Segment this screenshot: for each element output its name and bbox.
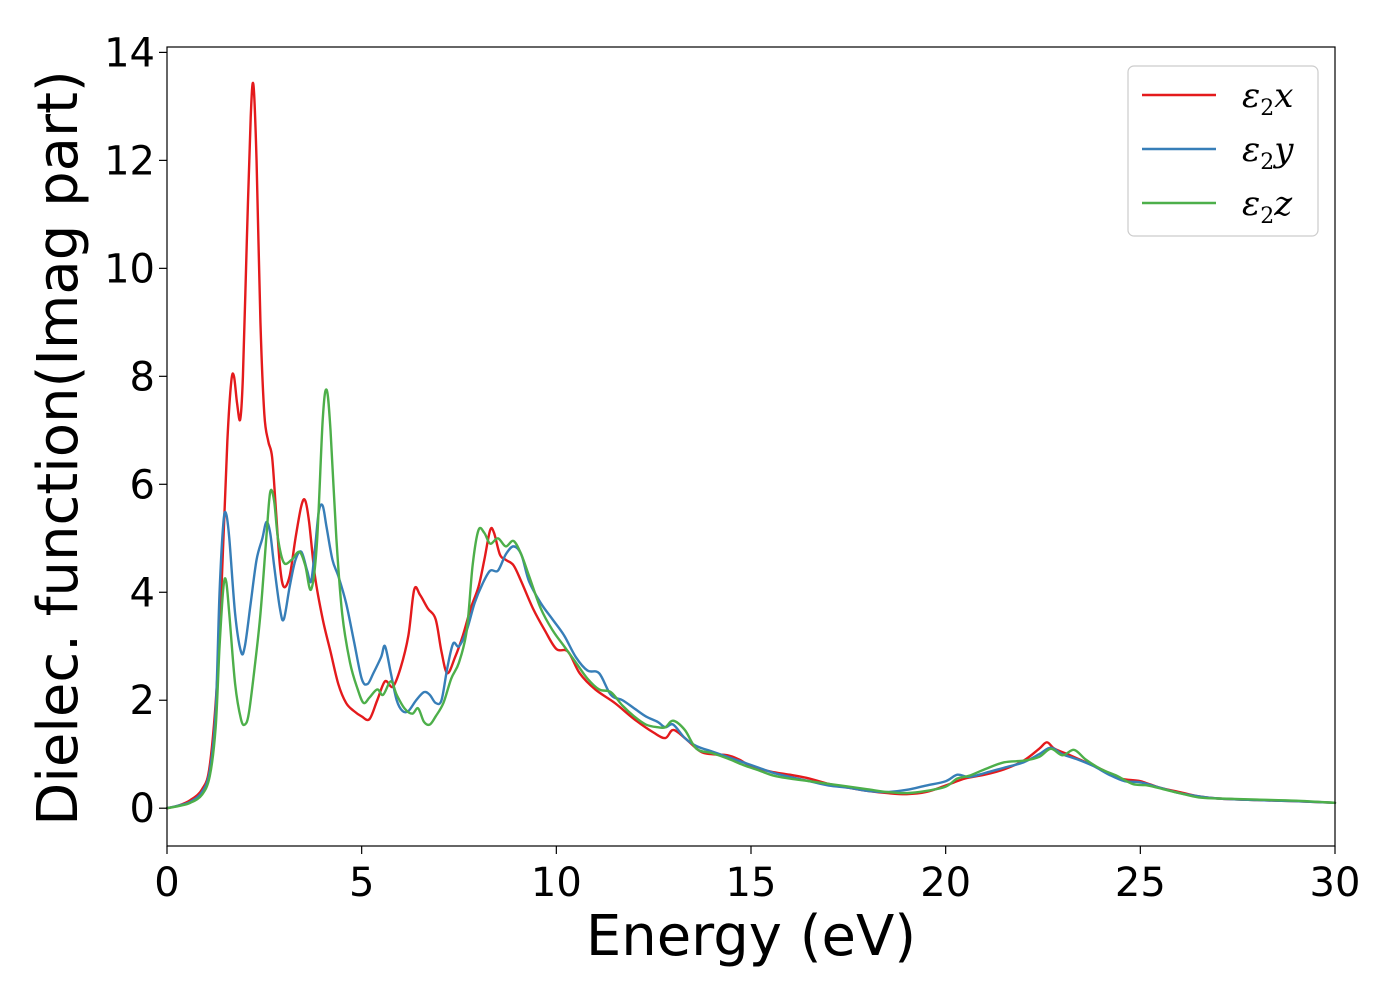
y-tick-label: 14 bbox=[104, 30, 155, 76]
legend-label-x: ε2x bbox=[1242, 76, 1293, 121]
x-tick-label: 5 bbox=[349, 860, 374, 906]
x-tick-label: 25 bbox=[1115, 860, 1166, 906]
y-tick-label: 6 bbox=[130, 462, 155, 508]
x-tick-label: 20 bbox=[920, 860, 971, 906]
y-tick-label: 10 bbox=[104, 246, 155, 292]
legend-label-z: ε2z bbox=[1242, 184, 1293, 229]
y-tick-label: 12 bbox=[104, 138, 155, 184]
x-tick-label: 30 bbox=[1310, 860, 1361, 906]
y-tick-label: 0 bbox=[130, 786, 155, 832]
y-axis-title: Dielec. function(Imag part) bbox=[26, 70, 91, 826]
x-axis: 0 5 10 15 20 25 30 bbox=[154, 846, 1360, 906]
x-axis-title: Energy (eV) bbox=[586, 904, 916, 969]
legend-box bbox=[1127, 65, 1319, 237]
series-layer bbox=[165, 81, 1337, 810]
series-line-z bbox=[165, 388, 1337, 810]
y-tick-label: 8 bbox=[130, 354, 155, 400]
y-axis: 0 2 4 6 8 10 12 14 bbox=[104, 30, 167, 832]
legend: ε2x ε2y ε2z bbox=[1127, 65, 1319, 237]
x-tick-label: 10 bbox=[531, 860, 582, 906]
y-tick-label: 2 bbox=[130, 678, 155, 724]
x-tick-label: 0 bbox=[154, 860, 179, 906]
y-tick-label: 4 bbox=[130, 570, 155, 616]
legend-label-y: ε2y bbox=[1242, 130, 1294, 175]
x-tick-label: 15 bbox=[726, 860, 777, 906]
